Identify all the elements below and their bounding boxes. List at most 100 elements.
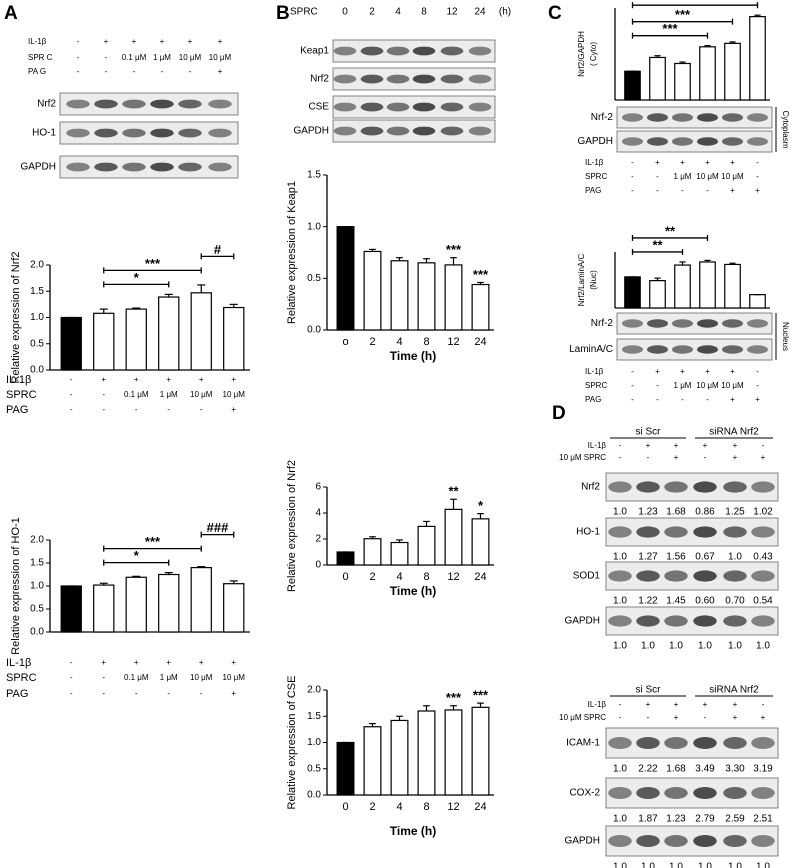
blot [59,155,239,179]
condition-label: IL-1β [585,367,604,376]
blot-label: GAPDH [293,126,329,137]
condition-entry: + [730,186,735,195]
condition-entry: - [656,381,659,390]
band [178,99,202,109]
condition-entry: + [166,375,171,384]
row-entry: + [104,37,109,46]
band [440,46,464,56]
band [66,162,90,172]
band [622,345,643,354]
error-bar [450,257,457,265]
bar [60,585,82,633]
condition-entry: - [756,158,759,167]
band [608,737,632,749]
band [412,126,436,136]
row-entry: 1 μM [153,53,171,62]
bar [223,306,245,371]
band-quant: 2.59 [725,814,745,825]
band-quant: 0.54 [753,596,773,607]
band [150,99,174,109]
condition-entry: - [656,186,659,195]
bar [93,312,115,371]
row-entry: - [704,713,707,722]
band-quant: 1.23 [666,814,686,825]
band [208,128,232,138]
significance-label: * [134,548,140,563]
band [697,137,718,146]
band-quant: 1.0 [613,507,627,518]
bar [223,583,245,633]
band [672,113,693,122]
bar [471,706,490,796]
blot-label: Nrf-2 [591,318,614,329]
significance-label: * [478,498,484,513]
condition-entry: - [70,673,73,682]
band-quant: 1.23 [638,507,658,518]
y-tick-label: 2.0 [30,260,44,271]
condition-label: PAG [585,395,601,404]
condition-entry: 0.1 μM [124,673,149,682]
x-tick-label: 2 [369,801,375,813]
blot-label: HO-1 [576,527,600,538]
blot [616,338,773,361]
bar [649,56,666,101]
band-quant: 1.27 [638,552,658,563]
band [747,319,768,328]
band-quant: 0.60 [695,596,715,607]
bar [93,584,115,633]
row-entry: - [77,37,80,46]
row-entry: 12 [446,7,458,18]
row-label: SPRC [290,7,318,18]
bar [699,46,716,101]
band [150,128,174,138]
row-entry: - [619,453,622,462]
x-tick-label: 0 [342,801,348,813]
significance-label: *** [675,7,691,22]
significance-label: *** [446,690,462,705]
x-tick-label: 8 [423,801,429,813]
blot-label: Nrf2 [37,99,56,110]
band [751,481,775,493]
blot [605,825,779,857]
band [122,128,146,138]
band [647,319,668,328]
row-entry: - [619,700,622,709]
side-label: Cytoplasm [781,111,790,149]
significance-label: *** [473,267,489,282]
condition-entry: + [755,186,760,195]
band [723,787,747,799]
band [722,345,743,354]
band-quant: 1.0 [641,862,655,868]
condition-entry: + [134,658,139,667]
blot-label: COX-2 [569,788,600,799]
row-entry: - [762,441,765,450]
error-bar [754,14,761,17]
blot-label: HO-1 [32,128,56,139]
error-bar [197,284,206,293]
band [608,526,632,538]
band [751,737,775,749]
condition-entry: + [680,158,685,167]
band [693,737,717,749]
row-entry: + [188,37,193,46]
band [94,128,118,138]
band [440,102,464,112]
y-tick-label: 0.5 [307,273,321,284]
band [386,126,410,136]
panel-letter: D [552,403,566,424]
error-bar [423,520,430,527]
error-bar [229,580,238,584]
significance-label: *** [662,21,678,36]
band [647,345,668,354]
condition-entry: 10 μM [190,390,213,399]
x-axis-label: Time (h) [390,584,436,598]
band [333,126,357,136]
band [440,74,464,84]
condition-entry: - [631,395,634,404]
panel-letter: C [548,3,562,24]
row-entry: - [189,67,192,76]
band-quant: 1.0 [669,641,683,652]
group-header: siRNA Nrf2 [709,685,759,696]
band [664,615,688,627]
